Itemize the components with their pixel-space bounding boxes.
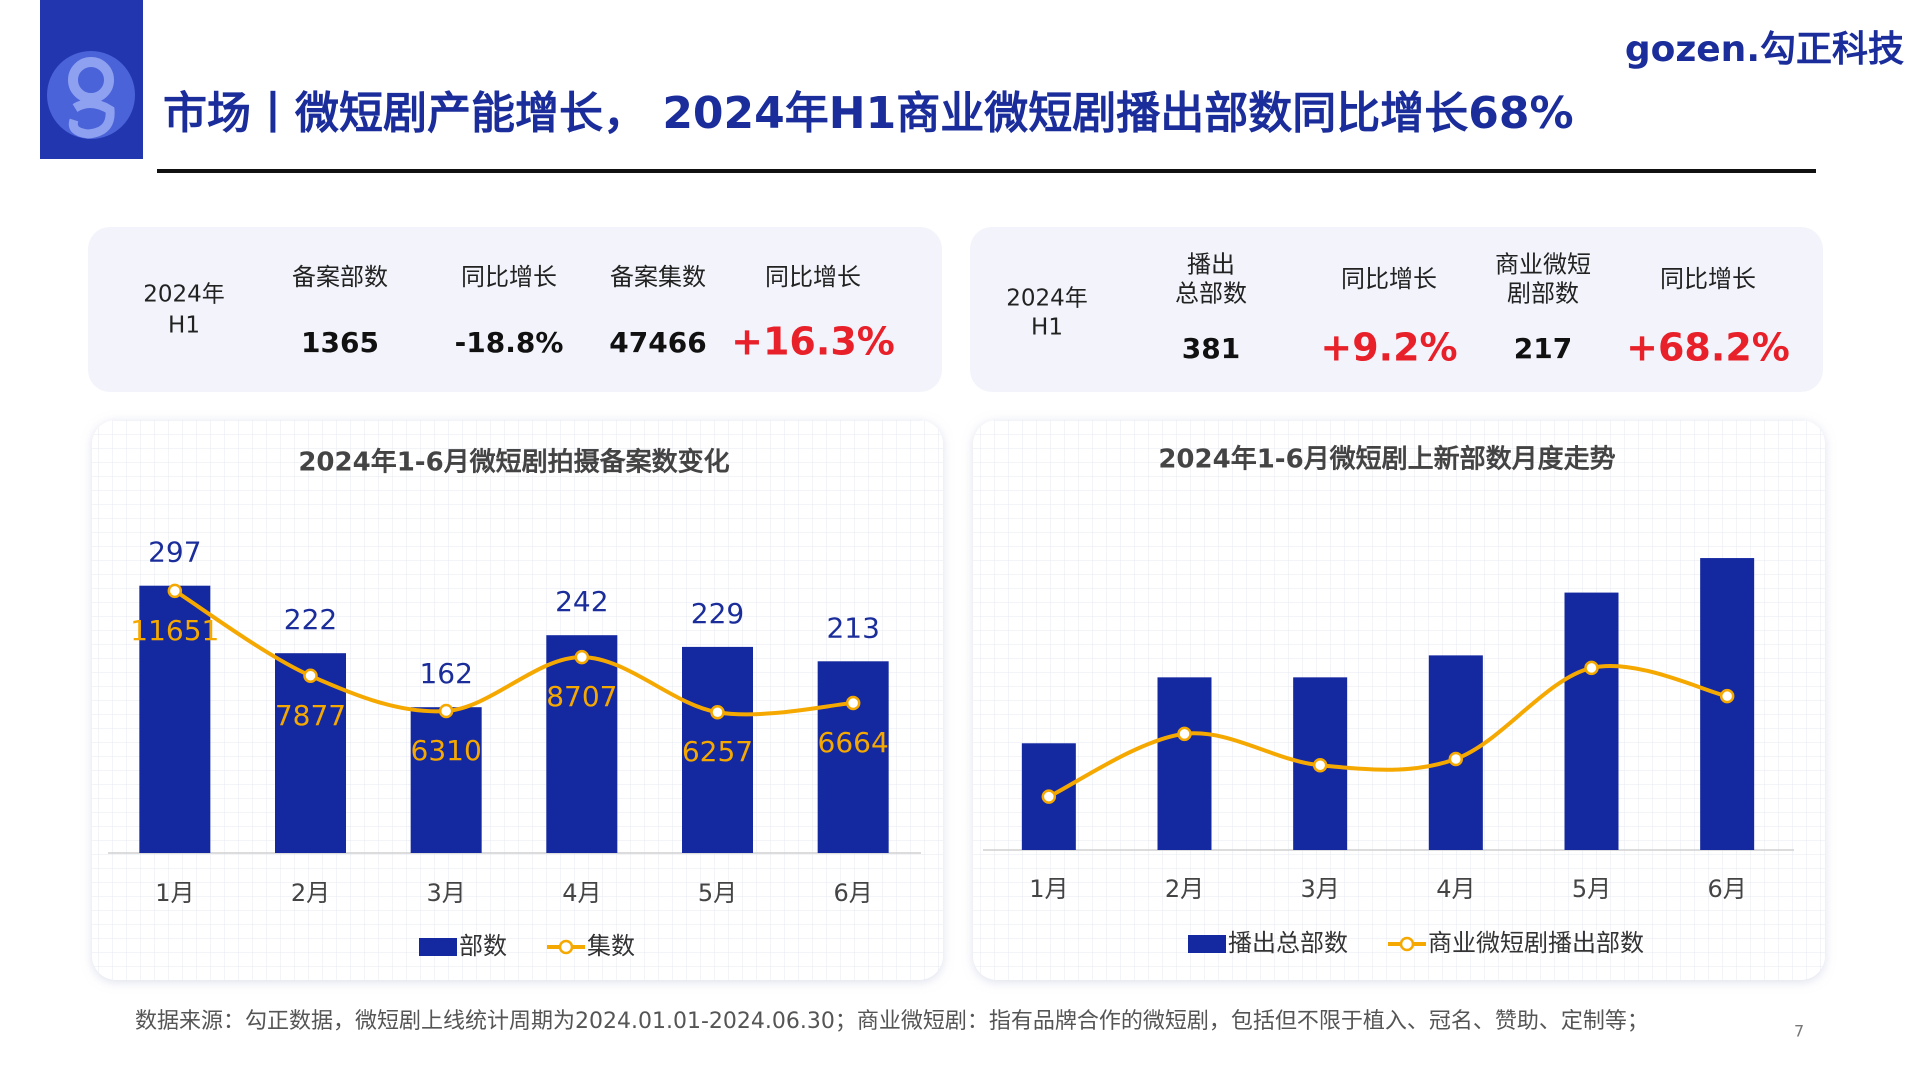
chart-panel-grid: [92, 420, 943, 980]
kpi-label: 总部数: [1175, 280, 1247, 308]
kpi-value: 381: [1182, 332, 1240, 365]
line-value-label: 8707: [546, 680, 617, 713]
x-tick-label: 1月: [155, 879, 194, 907]
x-tick-label: 2月: [291, 879, 330, 907]
x-tick-label: 3月: [1301, 875, 1340, 903]
bar-value-label: 242: [555, 585, 608, 618]
kpi-label: 剧部数: [1507, 280, 1579, 308]
bar: [410, 707, 482, 853]
legend-label: 部数: [459, 932, 507, 960]
kpi-value: 217: [1514, 332, 1572, 365]
line-marker: [1177, 726, 1192, 742]
logo-glyph: [68, 99, 115, 139]
line: [1047, 663, 1728, 799]
kpi-label: 商业微短: [1495, 251, 1591, 279]
title-rule: [157, 169, 1816, 173]
legend-label: 集数: [587, 932, 635, 960]
bar: [1564, 592, 1619, 850]
kpi-period: 2024年: [143, 282, 225, 308]
footer-source: 数据来源：勾正数据，微短剧上线统计周期为2024.01.01-2024.06.3…: [135, 1009, 1649, 1034]
page-number: 7: [1794, 1022, 1804, 1041]
brand: gozen.勾正科技: [1625, 29, 1904, 70]
x-tick-label: 1月: [1029, 875, 1068, 903]
x-tick-label: 5月: [698, 879, 737, 907]
kpi-value: 1365: [301, 326, 379, 359]
legend-swatch: [1188, 935, 1226, 953]
legend-swatch: [1399, 936, 1415, 952]
kpi-label: 同比增长: [765, 263, 861, 291]
line-value-label: 6310: [411, 734, 482, 767]
line-value-label: 7877: [275, 699, 346, 732]
bar: [1157, 677, 1212, 850]
kpi-value: +9.2%: [1320, 326, 1457, 370]
kpi-panel: [88, 227, 942, 392]
bar: [275, 653, 346, 853]
legend-label: 播出总部数: [1228, 929, 1348, 957]
bar: [139, 585, 211, 853]
line-marker: [710, 704, 725, 720]
line-marker: [1312, 757, 1328, 773]
line-value-label: 6664: [818, 726, 889, 759]
bar: [817, 661, 889, 853]
kpi-value: +68.2%: [1626, 326, 1790, 370]
line: [173, 589, 854, 717]
line-value-label: 11651: [130, 614, 219, 647]
kpi-label: 备案部数: [292, 263, 388, 291]
line-marker: [167, 583, 183, 599]
chart-title: 2024年1-6月微短剧拍摄备案数变化: [298, 447, 729, 478]
line-marker: [1719, 688, 1735, 704]
legend-swatch: [558, 939, 574, 955]
kpi-period: 2024年: [1006, 286, 1088, 312]
bar-value-label: 297: [148, 536, 201, 569]
line-marker: [845, 695, 861, 711]
line-marker: [438, 703, 454, 719]
kpi-label: 同比增长: [1660, 265, 1756, 293]
bar-value-label: 162: [419, 657, 472, 690]
bar: [682, 646, 753, 853]
bar-value-label: 213: [826, 611, 879, 644]
line-value-label: 6257: [682, 735, 753, 768]
legend-swatch: [419, 938, 457, 956]
bar-value-label: 222: [284, 603, 337, 636]
kpi-label: 播出: [1187, 251, 1235, 279]
chart-panel-grid: [973, 420, 1825, 980]
x-tick-label: 3月: [427, 879, 466, 907]
bar: [1700, 558, 1755, 850]
line-marker: [574, 649, 590, 665]
legend-label: 商业微短剧播出部数: [1428, 929, 1644, 957]
kpi-value: -18.8%: [455, 326, 564, 359]
kpi-period: H1: [1031, 315, 1063, 341]
line-marker: [303, 668, 318, 684]
bar-value-label: 229: [691, 597, 744, 630]
kpi-value: +16.3%: [731, 320, 895, 364]
x-tick-label: 2月: [1165, 875, 1204, 903]
line-marker: [1041, 789, 1057, 804]
kpi-value: 47466: [609, 326, 706, 359]
line-marker: [1584, 660, 1599, 676]
logo-glyph: [68, 57, 114, 103]
line-marker: [1448, 751, 1464, 767]
x-tick-label: 6月: [834, 879, 873, 907]
x-tick-label: 5月: [1572, 875, 1611, 903]
chart-title: 2024年1-6月微短剧上新部数月度走势: [1158, 444, 1615, 475]
x-tick-label: 4月: [1436, 875, 1475, 903]
x-tick-label: 6月: [1708, 875, 1747, 903]
slide-title: 市场丨微短剧产能增长， 2024年H1商业微短剧播出部数同比增长68%: [163, 88, 1574, 139]
kpi-label: 同比增长: [1341, 265, 1437, 293]
kpi-period: H1: [168, 313, 200, 339]
kpi-panel: [970, 227, 1823, 392]
kpi-label: 备案集数: [610, 263, 706, 291]
kpi-label: 同比增长: [461, 263, 557, 291]
bar: [546, 635, 618, 853]
x-tick-label: 4月: [562, 879, 601, 907]
